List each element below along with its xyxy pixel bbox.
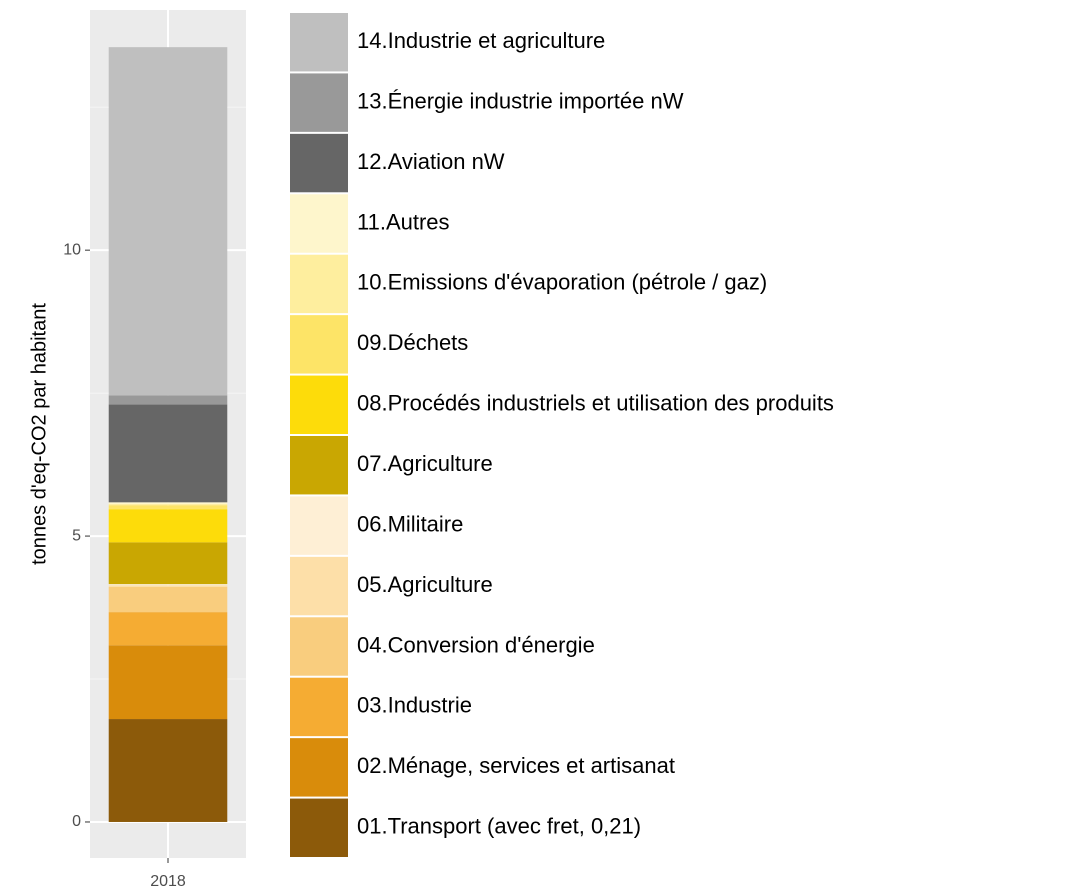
legend-key [290,496,348,555]
bar-segment [108,645,228,720]
legend-key [290,436,348,495]
legend-key [290,73,348,132]
bar-segment [108,542,228,585]
bar-segment [108,504,228,506]
legend-label: 03.Industrie [357,693,472,718]
bar-segment [108,395,228,405]
bar-segment [108,584,228,586]
legend-label: 01.Transport (avec fret, 0,21) [357,814,641,839]
legend-label: 13.Énergie industrie importée nW [357,88,684,113]
legend-label: 11.Autres [357,209,450,234]
legend-label: 02.Ménage, services et artisanat [357,753,675,778]
legend-label: 09.Déchets [357,330,468,355]
legend-key [290,738,348,797]
legend-key [290,133,348,193]
legend-label: 04.Conversion d'énergie [357,632,595,657]
y-tick-label: 0 [72,813,81,830]
legend-label: 05.Agriculture [357,572,493,597]
x-tick-label: 2018 [150,873,186,890]
bar-segment [108,586,228,613]
legend-key [290,798,348,857]
bar-segment [108,505,228,510]
bar-segment [108,404,228,503]
bar-segment [108,612,228,646]
legend-key [290,13,348,72]
legend-label: 12.Aviation nW [357,149,505,174]
bar-segment [108,719,228,822]
legend-key [290,375,348,434]
bar-segment [108,585,228,587]
y-axis-label: tonnes d'eq-CO2 par habitant [28,303,50,565]
legend-label: 14.Industrie et agriculture [357,28,605,53]
y-tick-label: 5 [72,527,81,544]
legend-key [290,556,348,616]
legend-key [290,617,348,676]
legend-label: 07.Agriculture [357,451,493,476]
legend-key [290,315,348,374]
legend-label: 08.Procédés industriels et utilisation d… [357,391,834,416]
legend-label: 06.Militaire [357,511,463,536]
y-tick-label: 10 [63,241,81,258]
bar-segment [108,509,228,543]
legend-key [290,677,348,737]
legend-key [290,254,348,314]
legend-key [290,194,348,253]
bar-segment [108,502,228,505]
bar-segment [108,47,228,396]
legend-label: 10.Emissions d'évaporation (pétrole / ga… [357,270,767,295]
